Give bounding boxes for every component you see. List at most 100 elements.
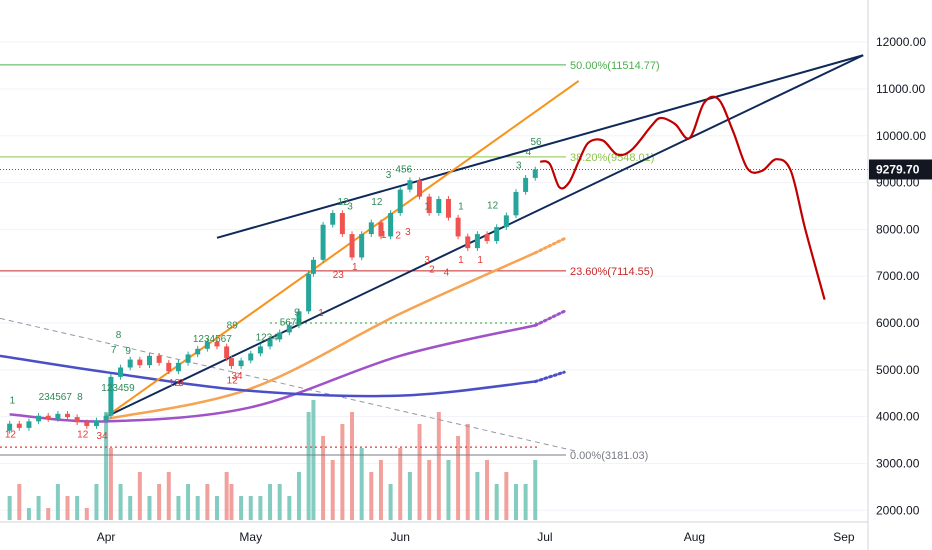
td-sequential-label: 12 xyxy=(227,375,239,386)
td-sequential-label: 12 xyxy=(338,197,350,208)
candle-body xyxy=(310,259,316,274)
candle-body xyxy=(65,413,71,418)
td-sequential-label: 4 xyxy=(444,267,450,278)
volume-bar xyxy=(128,496,133,520)
volume-bar xyxy=(533,460,538,520)
volume-bar xyxy=(268,484,273,520)
td-sequential-label: 1234 xyxy=(256,332,279,343)
volume-bars xyxy=(7,400,538,520)
td-sequential-label: 8 xyxy=(77,392,83,403)
volume-bar xyxy=(340,424,345,520)
moving-average-line xyxy=(105,251,536,421)
volume-bar xyxy=(296,472,301,520)
candle-body xyxy=(7,423,13,431)
td-sequential-label: 3 xyxy=(386,170,392,181)
price-tick-label: 8000.00 xyxy=(876,222,920,236)
volume-bar xyxy=(195,496,200,520)
volume-bar xyxy=(388,484,393,520)
candle-body xyxy=(417,180,423,197)
td-sequential-label: 3 xyxy=(424,255,430,266)
td-sequential-label: 34 xyxy=(231,371,243,382)
candle-body xyxy=(397,189,403,214)
volume-bar xyxy=(157,484,162,520)
td-sequential-label: 1 xyxy=(352,262,358,273)
volume-bar xyxy=(465,424,470,520)
last-price-badge xyxy=(869,159,932,180)
td-sequential-label: 234567 xyxy=(39,392,73,403)
candle-body xyxy=(330,213,336,225)
last-price-label: 9279.70 xyxy=(876,162,920,176)
volume-bar xyxy=(359,448,364,520)
candle-body xyxy=(137,359,143,366)
td-sequential-label: 12 xyxy=(371,197,383,208)
td-sequential-label: 456 xyxy=(395,164,412,175)
volume-bar xyxy=(166,472,171,520)
candles xyxy=(7,166,538,434)
grid xyxy=(0,41,868,511)
candle-body xyxy=(84,422,90,427)
volume-bar xyxy=(287,496,292,520)
candle-body xyxy=(166,362,172,372)
price-tick-label: 2000.00 xyxy=(876,503,920,517)
volume-bar xyxy=(446,460,451,520)
candle-body xyxy=(195,348,201,355)
volume-bar xyxy=(26,508,31,520)
td-sequential-label: 2 xyxy=(395,230,401,241)
td-sequential-label: 1 xyxy=(381,230,387,241)
volume-bar xyxy=(137,472,142,520)
candle-body xyxy=(436,198,442,214)
price-tick-label: 5000.00 xyxy=(876,363,920,377)
td-sequential-label: 3 xyxy=(178,378,184,389)
candle-body xyxy=(93,420,99,427)
fib-level-label: 0.00%(3181.03) xyxy=(570,450,648,462)
volume-bar xyxy=(398,448,403,520)
candle-body xyxy=(248,353,254,361)
volume-bar xyxy=(350,412,355,520)
td-sequential-label: 23 xyxy=(333,270,345,281)
volume-bar xyxy=(84,508,89,520)
candle-body xyxy=(175,362,181,372)
time-tick-label: Apr xyxy=(97,530,116,544)
td-sequential-label: 12 xyxy=(487,200,499,211)
candle-body xyxy=(228,358,234,367)
td-sequential-label: 3 xyxy=(516,161,522,172)
volume-bar xyxy=(494,484,499,520)
projection-path[interactable] xyxy=(539,95,826,300)
td-sequential-label: 1 xyxy=(477,255,483,266)
td-sequential-label: 9 xyxy=(125,346,131,357)
candle-body xyxy=(267,339,273,347)
volume-bar xyxy=(456,436,461,520)
time-tick-label: Aug xyxy=(684,530,705,544)
candle-body xyxy=(26,421,32,428)
volume-bar xyxy=(186,484,191,520)
td-sequential-label: 123459 xyxy=(101,383,135,394)
volume-bar xyxy=(65,496,70,520)
price-tick-label: 6000.00 xyxy=(876,316,920,330)
volume-bar xyxy=(108,448,113,520)
volume-bar xyxy=(311,400,316,520)
td-sequential-label: 1 xyxy=(424,202,430,213)
candle-body xyxy=(359,234,365,258)
volume-bar xyxy=(504,472,509,520)
candle-body xyxy=(378,222,384,237)
volume-bar xyxy=(176,496,181,520)
td-sequential-label: 9 xyxy=(294,308,300,319)
price-axis[interactable]: 2000.00 3000.00 4000.00 5000.00 6000.00 7000.… xyxy=(867,0,932,550)
volume-bar xyxy=(36,496,41,520)
candle-body xyxy=(465,236,471,249)
volume-bar xyxy=(330,460,335,520)
volume-bar xyxy=(378,460,383,520)
moving-average-projection xyxy=(533,370,566,384)
td-sequential-label: 34 xyxy=(96,431,108,442)
time-axis[interactable]: Apr May Jun Jul Aug Sep xyxy=(0,521,868,544)
td-sequential-label: 7 xyxy=(111,345,117,356)
volume-bar xyxy=(7,496,12,520)
fib-level-label: 50.00%(11514.77) xyxy=(570,60,660,72)
candle-body xyxy=(523,177,529,192)
volume-bar xyxy=(229,484,234,520)
time-tick-label: Jun xyxy=(391,530,410,544)
volume-bar xyxy=(239,496,244,520)
volume-bar xyxy=(475,472,480,520)
